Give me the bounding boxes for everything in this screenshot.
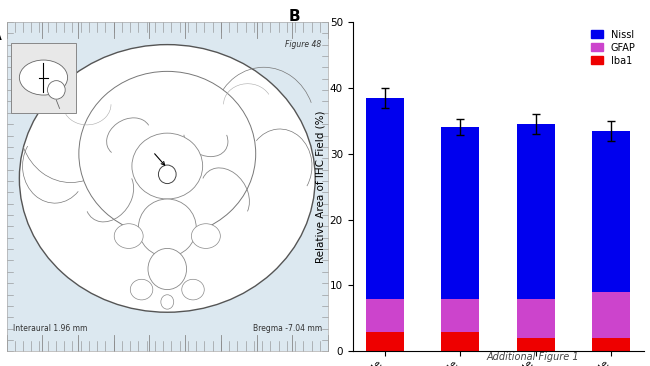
Ellipse shape	[130, 279, 153, 300]
Bar	[366, 98, 404, 299]
Ellipse shape	[148, 249, 187, 290]
Y-axis label: Relative Area of IHC Field (%): Relative Area of IHC Field (%)	[315, 111, 326, 263]
Bar	[593, 338, 630, 351]
Bar	[366, 332, 404, 351]
Ellipse shape	[79, 71, 255, 236]
Ellipse shape	[132, 133, 203, 199]
Bar	[441, 332, 479, 351]
Bar	[441, 127, 479, 299]
Ellipse shape	[138, 199, 196, 257]
Text: B: B	[289, 9, 300, 24]
Ellipse shape	[191, 224, 220, 249]
Text: Interaural 1.96 mm: Interaural 1.96 mm	[13, 324, 87, 333]
Bar	[517, 299, 554, 338]
Bar	[366, 299, 404, 332]
Ellipse shape	[114, 224, 143, 249]
Legend: Nissl, GFAP, Iba1: Nissl, GFAP, Iba1	[588, 27, 639, 68]
Bar	[517, 124, 554, 299]
Text: Figure 48: Figure 48	[285, 41, 322, 49]
Bar	[593, 292, 630, 338]
Ellipse shape	[159, 165, 176, 184]
Text: Bregma -7.04 mm: Bregma -7.04 mm	[252, 324, 322, 333]
Ellipse shape	[47, 81, 65, 99]
Ellipse shape	[20, 45, 315, 312]
Text: A: A	[0, 28, 2, 43]
Ellipse shape	[182, 279, 204, 300]
Bar	[517, 338, 554, 351]
FancyBboxPatch shape	[11, 42, 75, 113]
Ellipse shape	[20, 60, 68, 95]
Ellipse shape	[161, 295, 174, 309]
Bar	[441, 299, 479, 332]
Text: Additional Figure 1: Additional Figure 1	[487, 352, 579, 362]
Bar	[593, 131, 630, 292]
